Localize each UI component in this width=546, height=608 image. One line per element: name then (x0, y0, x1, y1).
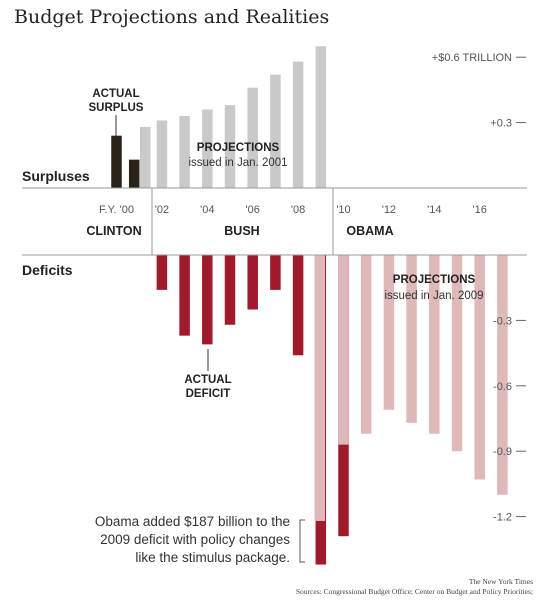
era-label-obama: OBAMA (346, 224, 393, 238)
bar-2007-s2 (270, 255, 281, 290)
bar-2013-s3 (406, 255, 417, 423)
obama-note-line-2: 2009 deficit with policy changes (100, 532, 290, 547)
x-tick-label: '04 (200, 204, 214, 216)
projections-2001-sub: issued in Jan. 2001 (188, 157, 287, 169)
axes-layer: +$0.6 TRILLION +0.3 -0.3 -0.6 -0.9 -1.2 (22, 52, 527, 524)
y-tick-label: -0.3 (493, 315, 512, 327)
projections-2009-head: PROJECTIONS (393, 274, 476, 286)
bar-2007-s1 (270, 74, 281, 188)
bar-2002-s1 (156, 120, 168, 188)
actual-deficit-label-1: ACTUAL (184, 374, 231, 386)
obama-note-line-1: Obama added $187 billion to the (95, 514, 290, 529)
era-label-clinton: CLINTON (86, 224, 141, 238)
x-tick-label: '16 (473, 204, 487, 216)
y-tick-label: -0.6 (493, 381, 512, 393)
sources-line: Sources: Congressional Budget Office; Ce… (296, 587, 533, 596)
chart-title: Budget Projections and Realities (14, 6, 329, 28)
bar-2011-s3 (360, 255, 372, 434)
bar-2012-s3 (383, 255, 395, 410)
x-tick-label: F.Y. '00 (99, 204, 134, 216)
actual-surplus-label-1: ACTUAL (92, 88, 139, 100)
projections-2001-head: PROJECTIONS (197, 142, 280, 154)
y-tick-label: -0.9 (493, 446, 512, 458)
bar-2008-s2 (292, 255, 304, 356)
labels-layer: Surpluses Deficits F.Y. '00 '02 '04 '06 '08 '10… (22, 88, 533, 596)
x-tick-label: '02 (155, 204, 169, 216)
bar-2005-s2 (224, 255, 236, 325)
y-tick-label: +0.3 (490, 118, 512, 130)
actual-surplus-label-2: SURPLUS (89, 102, 144, 114)
deficits-label: Deficits (22, 262, 73, 278)
bar-2002-s2 (156, 255, 168, 290)
bar-2008-s1 (292, 61, 304, 189)
actual-deficit-label-2: DEFICIT (186, 388, 231, 400)
x-tick-label: '12 (382, 204, 396, 216)
bar-2001-s1 (139, 126, 151, 188)
obama-note-line-3: like the stimulus package. (135, 550, 290, 565)
bar-2001-s0 (128, 159, 140, 188)
obama-note-bracket (299, 519, 305, 563)
bar-2015-s3 (451, 255, 463, 452)
x-tick-label: '14 (427, 204, 441, 216)
y-tick-label: +$0.6 TRILLION (432, 52, 512, 64)
bar-2009-s1 (315, 46, 327, 188)
bar-2004-s2 (202, 255, 213, 345)
projections-2009-sub: issued in Jan. 2009 (384, 290, 483, 302)
y-tick-label: -1.2 (493, 512, 512, 524)
x-tick-label: '10 (336, 204, 350, 216)
bar-2005-s1 (224, 105, 236, 188)
bar-2009-s3 (314, 255, 326, 521)
bar-2000-s0 (111, 135, 122, 188)
bar-2016-s3 (474, 255, 485, 480)
bar-2014-s3 (429, 255, 440, 434)
bar-2003-s1 (179, 116, 190, 188)
credit-line: The New York Times (469, 577, 533, 586)
bar-2006-s1 (247, 87, 258, 188)
era-label-bush: BUSH (224, 224, 259, 238)
bar-2017-s3 (497, 255, 508, 495)
bar-2006-s2 (247, 255, 258, 310)
bars-layer (111, 46, 508, 565)
x-tick-label: '08 (291, 204, 305, 216)
bar-2010-s3 (338, 255, 349, 445)
bar-2004-s1 (202, 109, 213, 188)
x-tick-label: '06 (246, 204, 260, 216)
bar-2003-s2 (179, 255, 190, 336)
surpluses-label: Surpluses (22, 168, 90, 184)
